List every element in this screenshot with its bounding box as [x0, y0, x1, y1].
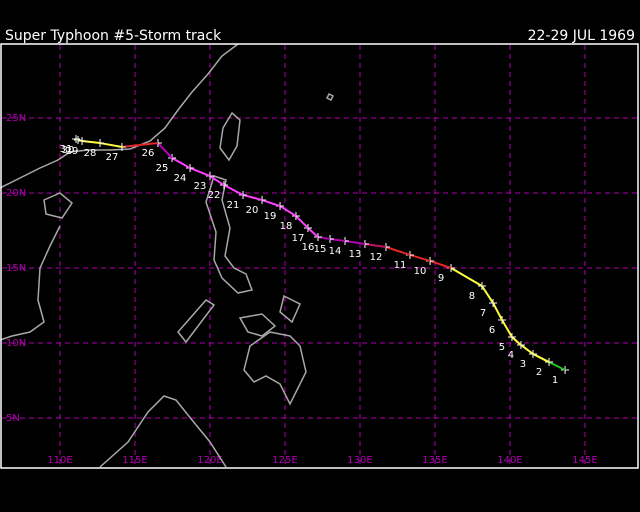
point-label: 11: [394, 260, 407, 271]
point-label: 26: [142, 148, 155, 159]
dates: 22-29 JUL 1969: [528, 28, 635, 44]
track-segment: [501, 319, 513, 338]
track-segment: [409, 253, 431, 262]
lon-label: 125E: [272, 455, 297, 466]
storm-track: 1234567891011121314151617181920212223242…: [60, 135, 570, 386]
point-label: 6: [489, 325, 495, 336]
point-label: 14: [329, 246, 342, 257]
point-label: 31: [60, 144, 73, 155]
lon-label: 145E: [572, 455, 597, 466]
track-segment: [532, 353, 550, 363]
title: Super Typhoon #5-Storm track: [5, 28, 222, 44]
lon-label: 140E: [497, 455, 522, 466]
point-label: 17: [292, 233, 305, 244]
point-label: 23: [194, 181, 207, 192]
track-segment: [171, 157, 191, 169]
luzon: [205, 175, 254, 294]
samar: [279, 294, 301, 324]
track-segment: [307, 227, 319, 238]
point-label: 10: [414, 266, 427, 277]
lat-label: 20N: [6, 188, 26, 199]
point-label: 3: [520, 359, 526, 370]
point-label: 20: [246, 205, 259, 216]
track-segment: [189, 167, 211, 177]
track-segment: [279, 205, 297, 217]
point-label: 24: [174, 173, 187, 184]
point-label: 15: [314, 244, 327, 255]
point-label: 2: [536, 367, 542, 378]
point-label: 16: [302, 242, 315, 253]
track-segment: [157, 142, 173, 159]
point-label: 27: [106, 152, 119, 163]
track-segment: [548, 361, 566, 371]
track-segment: [295, 215, 309, 229]
lon-label: 135E: [422, 455, 447, 466]
lat-label: 10N: [6, 338, 26, 349]
lon-label: 115E: [122, 455, 147, 466]
track-segment: [520, 344, 534, 355]
point-label: 9: [438, 273, 444, 284]
point-label: 25: [156, 163, 169, 174]
taiwan: [219, 111, 241, 162]
lon-label: 110E: [47, 455, 72, 466]
palawan: [177, 299, 216, 344]
track-segment: [121, 142, 159, 148]
track-segment: [481, 285, 494, 304]
point-label: 5: [499, 342, 505, 353]
china-coast: [0, 43, 239, 189]
track-segment: [492, 302, 503, 321]
visayas: [238, 313, 277, 337]
point-label: 8: [469, 291, 475, 302]
point-label: 22: [208, 190, 221, 201]
point-label: 21: [227, 200, 240, 211]
point-label: 13: [349, 249, 362, 260]
point-label: 18: [280, 221, 293, 232]
borneo-coast: [99, 395, 227, 468]
track-segment: [209, 175, 225, 186]
track-segment: [242, 193, 263, 202]
point-label: 28: [84, 148, 97, 159]
lon-label: 120E: [197, 455, 222, 466]
track-segment: [450, 267, 483, 287]
islet: [325, 92, 335, 102]
lat-label: 15N: [6, 263, 26, 274]
point-label: 30: [62, 145, 75, 156]
point-label: 29: [66, 146, 79, 157]
point-label: 19: [264, 211, 277, 222]
lat-label: 5N: [6, 413, 20, 424]
track-segment: [511, 336, 522, 346]
track-point: [72, 135, 81, 143]
map-frame: [0, 43, 639, 469]
coastlines: [0, 43, 335, 468]
hainan: [43, 192, 73, 219]
point-label: 12: [370, 252, 383, 263]
indochina-coast: [0, 225, 61, 341]
track-segment: [261, 199, 281, 207]
track-segment: [385, 246, 411, 256]
track-segment: [99, 142, 123, 148]
point-label: 1: [552, 375, 558, 386]
point-label: 4: [508, 350, 514, 361]
lon-label: 130E: [347, 455, 372, 466]
point-label: 7: [480, 308, 486, 319]
lat-label: 25N: [6, 113, 26, 124]
track-segment: [223, 184, 244, 196]
mindanao: [243, 331, 307, 406]
track-segment: [429, 260, 452, 269]
